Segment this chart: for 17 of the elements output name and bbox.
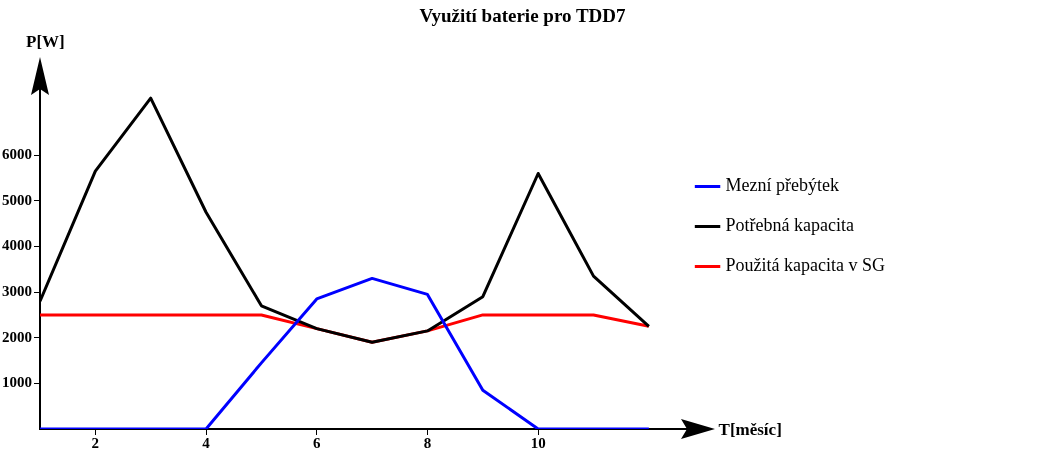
- y-tick-label: 4000: [2, 237, 32, 254]
- x-tick-label: 2: [91, 434, 100, 451]
- x-tick-label: 10: [530, 434, 546, 451]
- chart-title: Využití baterie pro TDD7: [419, 5, 626, 27]
- y-tick-label: 2000: [2, 328, 32, 345]
- legend-label: Potřebná kapacita: [725, 215, 854, 236]
- y-axis-title: P[W]: [26, 32, 65, 52]
- x-axis-title: T[měsíc]: [718, 420, 782, 440]
- legend-label: Mezní přebýtek: [725, 175, 840, 196]
- y-tick-label: 1000: [2, 374, 32, 391]
- legend-label: Použitá kapacita v SG: [725, 255, 886, 276]
- x-tick-label: 4: [202, 434, 211, 451]
- y-tick-label: 5000: [2, 191, 32, 208]
- x-tick-label: 6: [313, 434, 322, 451]
- x-tick-label: 8: [423, 434, 432, 451]
- y-tick-label: 3000: [2, 282, 32, 299]
- y-tick-label: 6000: [2, 146, 32, 163]
